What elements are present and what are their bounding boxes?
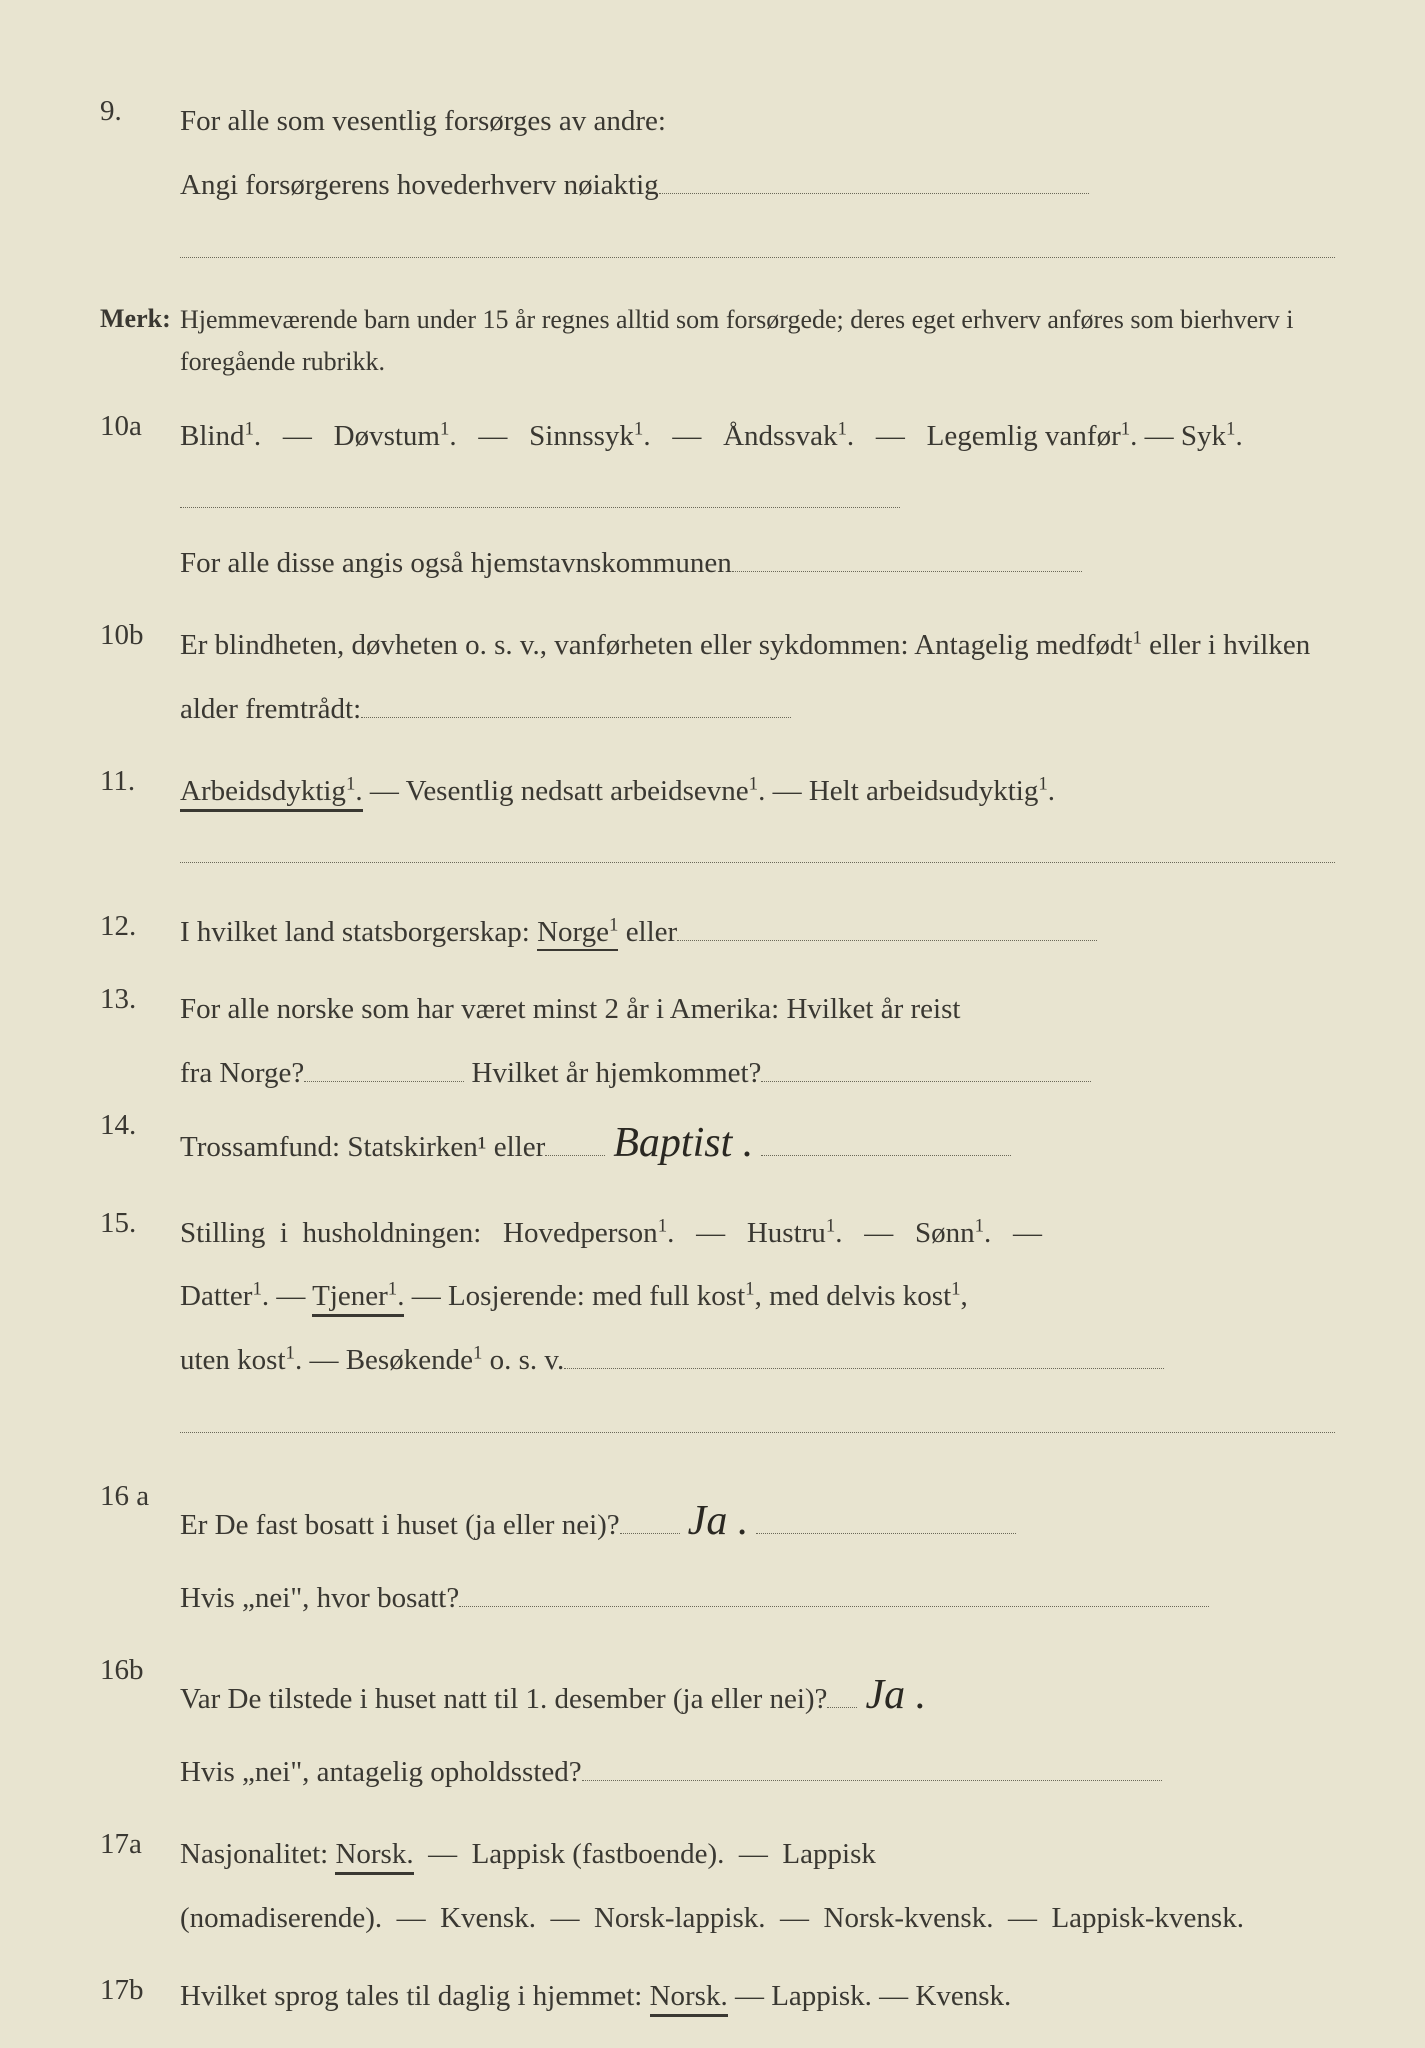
q14-number: 14. bbox=[100, 1104, 180, 1148]
question-16a: 16 a Er De fast bosatt i huset (ja eller… bbox=[100, 1475, 1335, 1631]
dotted-fill bbox=[620, 1533, 680, 1534]
q17a-norsk: Norsk. bbox=[335, 1838, 413, 1875]
q9-content: For alle som vesentlig forsørges av andr… bbox=[180, 90, 1335, 281]
dotted-fill bbox=[304, 1081, 464, 1082]
q13-number: 13. bbox=[100, 978, 180, 1022]
dotted-line bbox=[180, 257, 1335, 258]
q10b-content: Er blindheten, døvheten o. s. v., vanfør… bbox=[180, 614, 1335, 742]
q12-norge: Norge1 bbox=[537, 916, 618, 951]
q11-number: 11. bbox=[100, 760, 180, 804]
census-form-page: 9. For alle som vesentlig forsørges av a… bbox=[0, 0, 1425, 2048]
q10a-options: Blind1. — Døvstum1. — Sinnssyk1. — Åndss… bbox=[180, 405, 1335, 533]
q9-number: 9. bbox=[100, 90, 180, 134]
q16b-line1: Var De tilstede i huset natt til 1. dese… bbox=[180, 1649, 1335, 1741]
q17b-content: Hvilket sprog tales til daglig i hjemmet… bbox=[180, 1969, 1335, 2024]
q17b-norsk: Norsk. bbox=[650, 1980, 728, 2017]
dotted-fill bbox=[756, 1533, 1016, 1534]
dotted-fill bbox=[677, 940, 1097, 941]
q10a-number: 10a bbox=[100, 405, 180, 449]
question-17a: 17a Nasjonalitet: Norsk. — Lappisk (fast… bbox=[100, 1823, 1335, 1951]
dotted-fill bbox=[659, 193, 1089, 194]
question-10a: 10a Blind1. — Døvstum1. — Sinnssyk1. — Å… bbox=[100, 405, 1335, 596]
merk-label: Merk: bbox=[100, 299, 180, 338]
q16b-content: Var De tilstede i huset natt til 1. dese… bbox=[180, 1649, 1335, 1805]
dotted-fill bbox=[180, 507, 900, 508]
question-17b: 17b Hvilket sprog tales til daglig i hje… bbox=[100, 1969, 1335, 2024]
q17b-number: 17b bbox=[100, 1969, 180, 2013]
q16a-number: 16 a bbox=[100, 1475, 180, 1519]
q16a-content: Er De fast bosatt i huset (ja eller nei)… bbox=[180, 1475, 1335, 1631]
q11-rest: — Vesentlig nedsatt arbeidsevne1. — Helt… bbox=[363, 775, 1055, 807]
dotted-fill bbox=[761, 1155, 1011, 1156]
q10a-content: Blind1. — Døvstum1. — Sinnssyk1. — Åndss… bbox=[180, 405, 1335, 596]
note-merk: Merk: Hjemmeværende barn under 15 år reg… bbox=[100, 299, 1335, 382]
question-10b: 10b Er blindheten, døvheten o. s. v., va… bbox=[100, 614, 1335, 742]
dotted-fill bbox=[827, 1707, 857, 1708]
q15-content: Stilling i husholdningen: Hovedperson1. … bbox=[180, 1202, 1335, 1457]
question-11: 11. Arbeidsdyktig1. — Vesentlig nedsatt … bbox=[100, 760, 1335, 888]
q17a-content: Nasjonalitet: Norsk. — Lappisk (fastboen… bbox=[180, 1823, 1335, 1951]
dotted-fill bbox=[545, 1155, 605, 1156]
q14-content: Trossamfund: Statskirken¹ ellerBaptist . bbox=[180, 1104, 1335, 1184]
q13-line2: fra Norge? Hvilket år hjemkommet? bbox=[180, 1042, 1335, 1106]
q9-line1: For alle som vesentlig forsørges av andr… bbox=[180, 90, 1335, 154]
dotted-fill bbox=[732, 571, 1082, 572]
q11-opt1: Arbeidsdyktig1. bbox=[180, 775, 363, 812]
q9-line2: Angi forsørgerens hovederhverv nøiaktig bbox=[180, 154, 1335, 218]
dotted-line bbox=[180, 1432, 1335, 1433]
dotted-line bbox=[180, 862, 1335, 863]
q16a-line2: Hvis „nei", hvor bosatt? bbox=[180, 1567, 1335, 1631]
question-15: 15. Stilling i husholdningen: Hovedperso… bbox=[100, 1202, 1335, 1457]
q13-content: For alle norske som har været minst 2 år… bbox=[180, 978, 1335, 1106]
q15-line2: Datter1. — Tjener1. — Losjerende: med fu… bbox=[180, 1265, 1335, 1329]
dotted-fill bbox=[582, 1780, 1162, 1781]
q13-line1: For alle norske som har været minst 2 år… bbox=[180, 978, 1335, 1042]
q12-content: I hvilket land statsborgerskap: Norge1 e… bbox=[180, 905, 1335, 960]
q16a-answer: Ja . bbox=[680, 1498, 757, 1544]
q10b-number: 10b bbox=[100, 614, 180, 658]
q15-line3: uten kost1. — Besøkende1 o. s. v. bbox=[180, 1329, 1335, 1393]
q14-answer: Baptist . bbox=[605, 1120, 761, 1166]
dotted-fill bbox=[361, 717, 791, 718]
q15-number: 15. bbox=[100, 1202, 180, 1246]
q15-line1: Stilling i husholdningen: Hovedperson1. … bbox=[180, 1202, 1335, 1266]
q16a-line1: Er De fast bosatt i huset (ja eller nei)… bbox=[180, 1475, 1335, 1567]
q11-content: Arbeidsdyktig1. — Vesentlig nedsatt arbe… bbox=[180, 760, 1335, 888]
q15-tjener: Tjener1. bbox=[312, 1280, 404, 1317]
q16b-number: 16b bbox=[100, 1649, 180, 1693]
q16b-answer: Ja . bbox=[857, 1672, 934, 1718]
question-13: 13. For alle norske som har været minst … bbox=[100, 978, 1335, 1106]
q17a-number: 17a bbox=[100, 1823, 180, 1867]
q16b-line2: Hvis „nei", antagelig opholdssted? bbox=[180, 1741, 1335, 1805]
question-14: 14. Trossamfund: Statskirken¹ ellerBapti… bbox=[100, 1104, 1335, 1184]
question-12: 12. I hvilket land statsborgerskap: Norg… bbox=[100, 905, 1335, 960]
merk-text: Hjemmeværende barn under 15 år regnes al… bbox=[180, 299, 1335, 382]
q12-number: 12. bbox=[100, 905, 180, 949]
question-16b: 16b Var De tilstede i huset natt til 1. … bbox=[100, 1649, 1335, 1805]
dotted-fill bbox=[564, 1368, 1164, 1369]
question-9: 9. For alle som vesentlig forsørges av a… bbox=[100, 90, 1335, 281]
q10a-line2: For alle disse angis også hjemstavnskomm… bbox=[180, 532, 1335, 596]
dotted-fill bbox=[459, 1606, 1209, 1607]
dotted-fill bbox=[761, 1081, 1091, 1082]
